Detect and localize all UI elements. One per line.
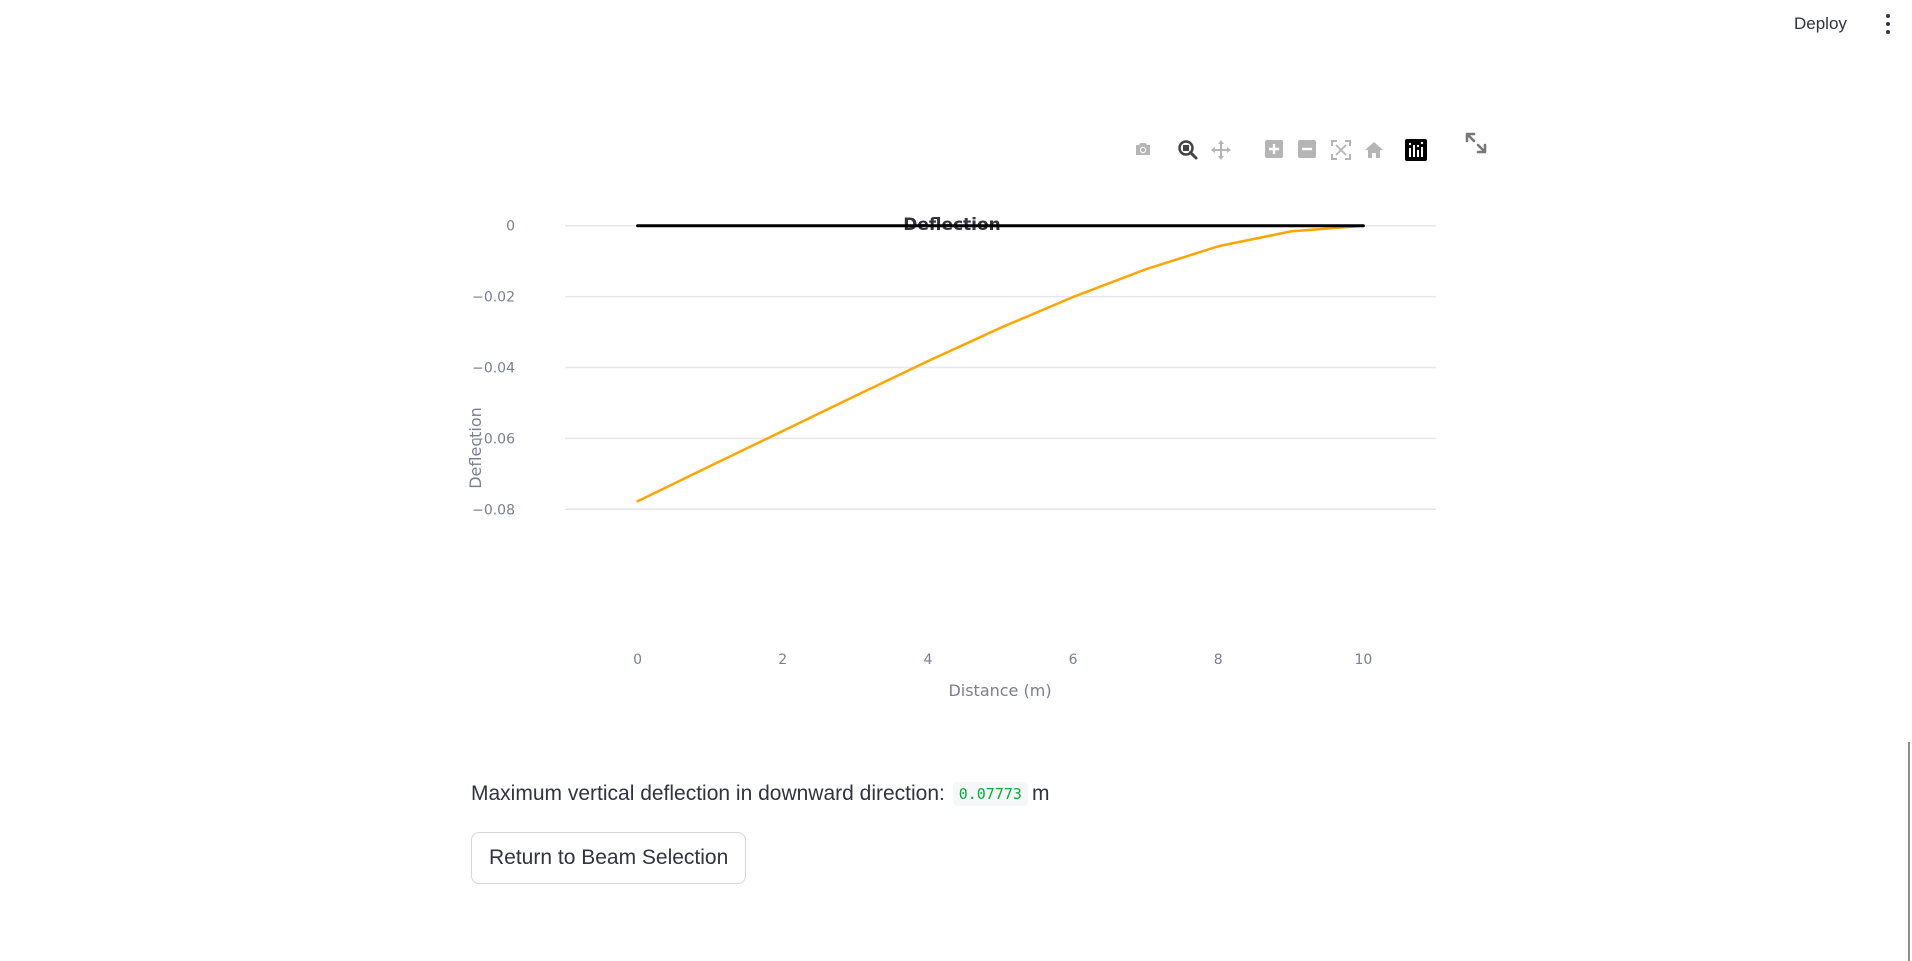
y-tick-label: −0.02: [472, 290, 515, 306]
autoscale-icon[interactable]: [1327, 134, 1353, 164]
deflection-curve[interactable]: [636, 224, 1365, 503]
y-tick-labels: 0 −0.02 −0.04 −0.06 −0.08: [472, 219, 515, 519]
x-tick-label: 10: [1355, 652, 1373, 668]
camera-icon[interactable]: [1130, 134, 1156, 164]
x-tick-label: 6: [1069, 652, 1078, 668]
plot-area[interactable]: [636, 224, 1365, 503]
x-tick-label: 0: [633, 652, 642, 668]
y-tick-label: −0.06: [472, 431, 515, 447]
x-tick-label: 4: [923, 652, 932, 668]
result-value: 0.07773: [952, 782, 1028, 806]
scrollbar-thumb[interactable]: [1908, 742, 1910, 961]
zoom-icon[interactable]: [1174, 134, 1200, 164]
expand-icon[interactable]: [1463, 130, 1493, 160]
plotly-logo-icon[interactable]: [1402, 134, 1428, 164]
y-tick-label: −0.08: [472, 502, 515, 518]
return-to-beam-selection-button[interactable]: Return to Beam Selection: [471, 832, 747, 884]
deflection-result: Maximum vertical deflection in downward …: [471, 779, 1049, 810]
y-tick-label: −0.04: [472, 361, 515, 377]
zoom-in-icon[interactable]: [1261, 134, 1287, 164]
vertical-ellipsis-icon[interactable]: [1876, 10, 1900, 38]
pan-icon[interactable]: [1207, 134, 1233, 164]
y-gridlines: [565, 224, 1436, 511]
reset-axes-icon[interactable]: [1360, 134, 1386, 164]
x-tick-label: 8: [1214, 652, 1223, 668]
deploy-button[interactable]: Deploy: [1794, 14, 1847, 33]
x-tick-labels: 0 2 4 6 8 10: [633, 652, 1372, 668]
y-tick-label: 0: [506, 219, 515, 235]
result-unit: m: [1031, 782, 1050, 805]
y-axis-label: Deflection: [466, 407, 485, 489]
x-axis-label: Distance (m): [948, 681, 1051, 700]
x-tick-label: 2: [778, 652, 787, 668]
deflection-chart: Deflection 0 −0.02 −0.04 −0.06 −0.08 0 2 4 6 8 10…: [466, 215, 1436, 700]
zoom-out-icon[interactable]: [1294, 134, 1320, 164]
result-label: Maximum vertical deflection in downward …: [471, 782, 945, 805]
app-header: Deploy: [0, 0, 1912, 48]
